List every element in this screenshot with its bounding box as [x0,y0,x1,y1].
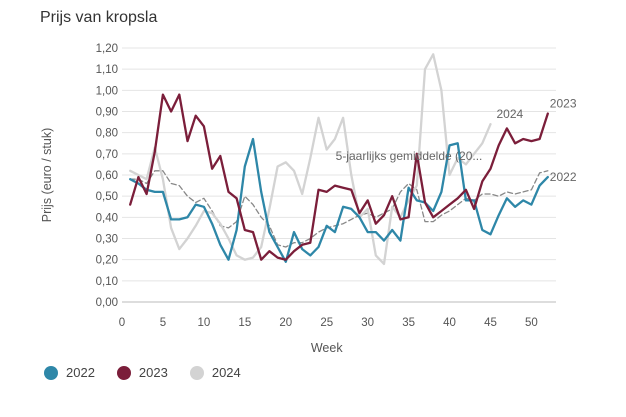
legend-item-2022[interactable]: 2022 [44,365,95,380]
y-tick-label: 0,50 [96,191,118,203]
y-tick-label: 0,20 [96,255,118,267]
legend-dot-2022 [44,365,58,380]
x-tick-label: 10 [197,317,210,329]
y-tick-label: 0,70 [96,149,118,161]
series-line-2022 [129,137,549,263]
legend-dot-2024 [189,365,204,380]
y-tick-label: 0,80 [96,128,118,140]
x-axis-title: Week [311,341,343,355]
legend-item-2024[interactable]: 2024 [189,365,241,380]
y-tick-label: 0,10 [96,276,118,288]
end-label-2023: 2023 [550,97,577,111]
legend: 2022 2023 2024 [44,365,241,380]
legend-label-2022: 2022 [66,365,95,380]
legend-label-2024: 2024 [211,365,241,380]
x-tick-label: 30 [361,317,374,329]
y-axis-title: Prijs (euro / stuk) [40,128,54,222]
chart-title: Prijs van kropsla [40,9,158,26]
y-tick-label: 0,30 [96,234,118,246]
series-line-2023 [129,93,549,261]
y-tick-label: 0,00 [96,297,118,309]
y-tick-label: 1,00 [96,85,118,97]
x-tick-label: 15 [238,317,251,329]
y-tick-label: 0,90 [96,107,118,119]
end-label-5-jaarlijks-gemiddelde-20: 5-jaarlijks gemiddelde (20... [336,149,483,163]
series-line-2024 [129,53,492,266]
y-tick-label: 1,20 [96,43,118,55]
y-tick-label: 1,10 [96,64,118,76]
end-label-2022: 2022 [550,170,577,184]
legend-item-2023[interactable]: 2023 [116,365,168,380]
x-tick-label: 20 [279,317,292,329]
end-label-2024: 2024 [496,107,523,121]
y-tick-label: 0,40 [96,212,118,224]
y-tick-label: 0,60 [96,170,118,182]
x-tick-label: 25 [320,317,333,329]
x-tick-label: 45 [484,317,497,329]
legend-dot-2023 [116,365,131,380]
x-tick-label: 40 [443,317,456,329]
x-tick-label: 0 [119,317,125,329]
x-tick-label: 50 [525,317,538,329]
x-tick-label: 35 [402,317,415,329]
legend-label-2023: 2023 [138,365,168,380]
x-tick-label: 5 [160,317,166,329]
